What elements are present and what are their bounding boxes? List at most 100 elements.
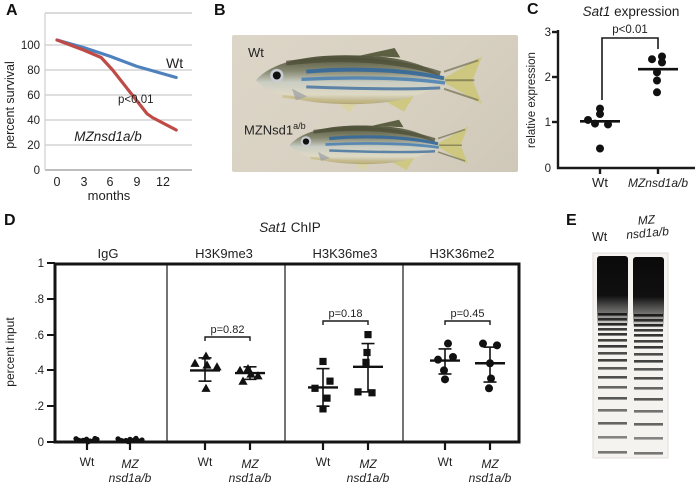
x-tick-label: 12: [156, 175, 170, 189]
y-axis-ticks: 1 .8 .6 .4 .2 0: [34, 258, 44, 449]
data-point: [485, 384, 493, 393]
p-value-label: p=0.82: [211, 324, 245, 336]
x-tick-label: 6: [107, 175, 114, 189]
gel-lane-wt-label: Wt: [592, 230, 608, 244]
significance-bracket: [204, 336, 251, 341]
data-point: [319, 357, 327, 366]
subpanel-headers: IgG H3K9me3 H3K36me3 H3K36me2: [98, 246, 495, 261]
data-point: [125, 438, 131, 445]
y-axis-title: percent survival: [3, 61, 17, 149]
y-tick-label: 60: [27, 90, 40, 102]
wt-fish-label: Wt: [248, 45, 264, 60]
data-point: [243, 364, 253, 373]
y-tick-label: .8: [34, 294, 44, 306]
data-point: [596, 144, 604, 153]
y-axis-title: percent input: [3, 317, 17, 387]
chart-title: Sat1 expression: [583, 4, 680, 19]
data-point: [487, 374, 495, 383]
x-label-mz: MZ: [481, 457, 499, 471]
axes: [552, 30, 695, 174]
p-value-label: p=0.45: [451, 308, 485, 320]
x-axis-group-labels: Wt MZ nsd1a/b Wt MZ nsd1a/b Wt MZ nsd1a/…: [80, 455, 512, 485]
survival-line-mutant: [55, 38, 178, 132]
data-point: [363, 348, 371, 357]
x-tick-marks: [85, 443, 492, 450]
x-label-wt: Wt: [316, 455, 331, 469]
zebrafish-photo: Wt MZNsd1a/b: [232, 35, 518, 173]
y-tick-label: 100: [21, 40, 40, 52]
data-point: [202, 360, 212, 369]
chart-title-gene: Sat1: [259, 220, 287, 235]
x-label-mz2: nsd1a/b: [109, 471, 152, 485]
wt-series-label: Wt: [166, 55, 183, 71]
x-tick-label: 9: [134, 175, 141, 189]
y-tick-label: 3: [545, 27, 551, 39]
data-point: [449, 352, 457, 361]
p-value-label: p=0.18: [329, 308, 363, 320]
data-point: [238, 376, 248, 385]
subpanel-header: H3K36me2: [429, 246, 494, 261]
x-label-mutant: MZnsd1a/b: [628, 176, 688, 190]
data-point: [658, 58, 666, 67]
data-point: [235, 365, 245, 374]
zebrafish-illustration: [232, 35, 518, 173]
y-tick-label: 0: [545, 163, 551, 175]
data-point: [653, 68, 661, 77]
y-tick-label: 2: [545, 72, 551, 84]
data-point: [323, 394, 331, 402]
mutant-fish-label: MZNsd1a/b: [244, 121, 306, 137]
data-point: [311, 384, 319, 392]
y-tick-label: .4: [34, 365, 44, 377]
southern-blot-gel: [592, 252, 669, 459]
data-point: [368, 389, 376, 397]
data-point: [253, 371, 263, 380]
sat1-expression-chart: Sat1 expression 3 2 1 0 relative express…: [526, 4, 695, 190]
panel-e-label: E: [566, 212, 577, 229]
gridlines: [44, 12, 192, 171]
data-point: [75, 437, 81, 443]
y-axis-ticks: 100 80 60 40 20 0: [21, 40, 40, 177]
survival-chart: 100 80 60 40 20 0 0 3 6 9 12 percent sur…: [3, 12, 192, 203]
scatter-points: [580, 52, 678, 153]
data-point: [653, 88, 661, 97]
data-point: [139, 437, 145, 443]
x-label-mz: MZ: [359, 457, 377, 471]
x-label-wt: Wt: [438, 455, 453, 469]
subpanel-header: IgG: [98, 246, 119, 261]
x-label-mz2: nsd1a/b: [229, 471, 272, 485]
y-tick-label: 1: [38, 258, 44, 270]
data-point: [486, 359, 494, 368]
wt-fish: [256, 48, 482, 113]
x-label-mz: MZ: [241, 457, 259, 471]
data-point: [591, 119, 599, 128]
mz-series-label: MZnsd1a/b: [74, 129, 142, 144]
y-tick-label: 40: [27, 115, 40, 127]
data-point: [326, 377, 334, 385]
significance-bracket: [444, 320, 491, 325]
data-point: [92, 435, 98, 442]
data-point: [85, 439, 91, 445]
data-point: [190, 358, 200, 367]
data-point: [648, 55, 656, 64]
subpanel-dividers: [166, 265, 404, 441]
data-point: [201, 351, 211, 360]
x-tick-label: 0: [54, 175, 61, 189]
x-label-mz2: nsd1a/b: [469, 471, 512, 485]
data-point: [653, 76, 661, 85]
data-point: [658, 52, 666, 61]
data-point: [212, 362, 222, 371]
panel-b-label: B: [214, 2, 226, 19]
data-point: [319, 405, 327, 413]
data-point: [584, 115, 592, 124]
x-label-mz: MZ: [121, 457, 139, 471]
significance-brackets: p=0.82 p=0.18 p=0.45: [204, 308, 491, 341]
panel-a-label: A: [6, 2, 18, 19]
data-point: [440, 366, 448, 375]
p-value-label: p<0.01: [118, 94, 154, 106]
chart-title-rest: ChIP: [287, 220, 321, 235]
x-axis-title: months: [88, 188, 131, 203]
y-axis-title: relative expression: [526, 52, 538, 148]
data-point: [444, 339, 452, 348]
data-point: [133, 435, 139, 441]
chart-title: Sat1 ChIP: [259, 220, 321, 235]
